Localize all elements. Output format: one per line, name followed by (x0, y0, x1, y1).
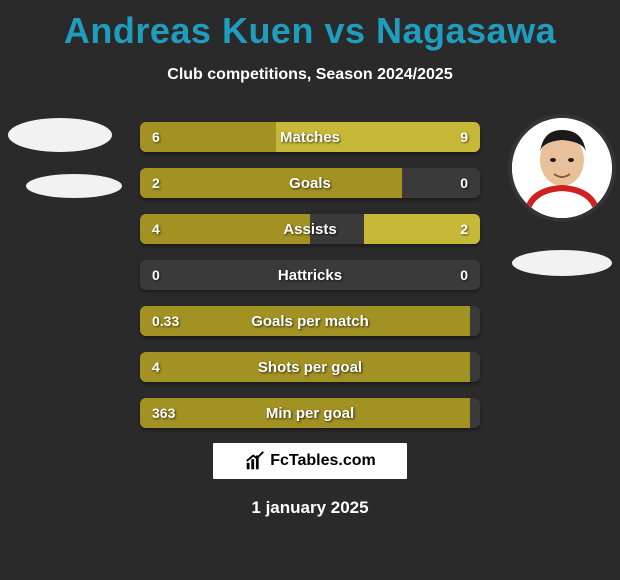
avatar-placeholder-ellipse (512, 250, 612, 276)
source-badge: FcTables.com (210, 440, 410, 482)
stat-bars-container: 69Matches 20Goals 42Assists 00Hattricks 0.33… (140, 122, 480, 444)
stat-label: Goals per match (140, 306, 480, 336)
stat-label: Hattricks (140, 260, 480, 290)
stat-label: Goals (140, 168, 480, 198)
stat-bar-row: 00Hattricks (140, 260, 480, 290)
player-left-avatar-area (8, 118, 122, 198)
stat-label: Min per goal (140, 398, 480, 428)
avatar-placeholder-ellipse (8, 118, 112, 152)
player-right-avatar-area (512, 118, 612, 276)
player-right-avatar (512, 118, 612, 218)
stat-bar-row: 363Min per goal (140, 398, 480, 428)
stat-bar-row: 69Matches (140, 122, 480, 152)
source-badge-text: FcTables.com (270, 452, 376, 470)
stat-bar-row: 42Assists (140, 214, 480, 244)
stat-bar-row: 20Goals (140, 168, 480, 198)
stat-bar-row: 4Shots per goal (140, 352, 480, 382)
stat-label: Matches (140, 122, 480, 152)
avatar-placeholder-ellipse (26, 174, 122, 198)
snapshot-date: 1 january 2025 (0, 498, 620, 518)
comparison-subtitle: Club competitions, Season 2024/2025 (0, 66, 620, 84)
comparison-title: Andreas Kuen vs Nagasawa (0, 0, 620, 52)
stat-bar-row: 0.33Goals per match (140, 306, 480, 336)
chart-icon (244, 450, 266, 472)
stat-label: Shots per goal (140, 352, 480, 382)
stat-label: Assists (140, 214, 480, 244)
